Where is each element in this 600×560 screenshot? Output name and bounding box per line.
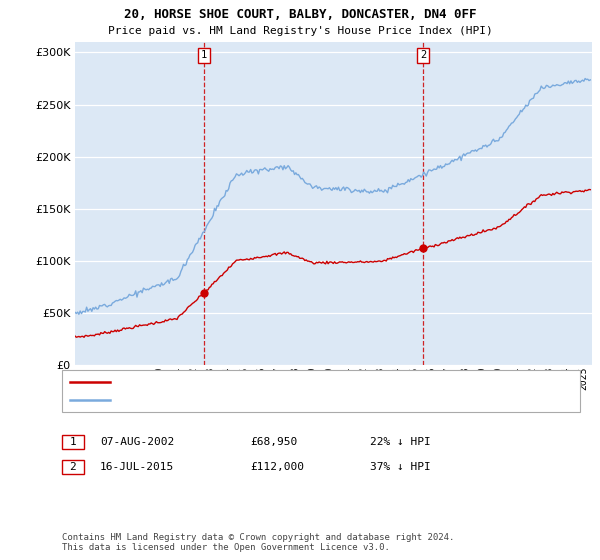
Text: Contains HM Land Registry data © Crown copyright and database right 2024.
This d: Contains HM Land Registry data © Crown c… bbox=[62, 533, 454, 552]
Text: 20, HORSE SHOE COURT, BALBY, DONCASTER, DN4 0FF (detached house): 20, HORSE SHOE COURT, BALBY, DONCASTER, … bbox=[115, 377, 499, 387]
Text: 07-AUG-2002: 07-AUG-2002 bbox=[100, 437, 174, 447]
Text: 22% ↓ HPI: 22% ↓ HPI bbox=[370, 437, 431, 447]
Text: 2: 2 bbox=[70, 462, 76, 472]
Text: HPI: Average price, detached house, Doncaster: HPI: Average price, detached house, Donc… bbox=[115, 395, 385, 405]
Text: 37% ↓ HPI: 37% ↓ HPI bbox=[370, 462, 431, 472]
Text: 1: 1 bbox=[201, 50, 207, 60]
Text: 16-JUL-2015: 16-JUL-2015 bbox=[100, 462, 174, 472]
Text: £112,000: £112,000 bbox=[250, 462, 304, 472]
Text: Price paid vs. HM Land Registry's House Price Index (HPI): Price paid vs. HM Land Registry's House … bbox=[107, 26, 493, 36]
Text: 20, HORSE SHOE COURT, BALBY, DONCASTER, DN4 0FF: 20, HORSE SHOE COURT, BALBY, DONCASTER, … bbox=[124, 8, 476, 21]
Text: £68,950: £68,950 bbox=[250, 437, 297, 447]
Text: 2: 2 bbox=[420, 50, 426, 60]
Text: 1: 1 bbox=[70, 437, 76, 447]
